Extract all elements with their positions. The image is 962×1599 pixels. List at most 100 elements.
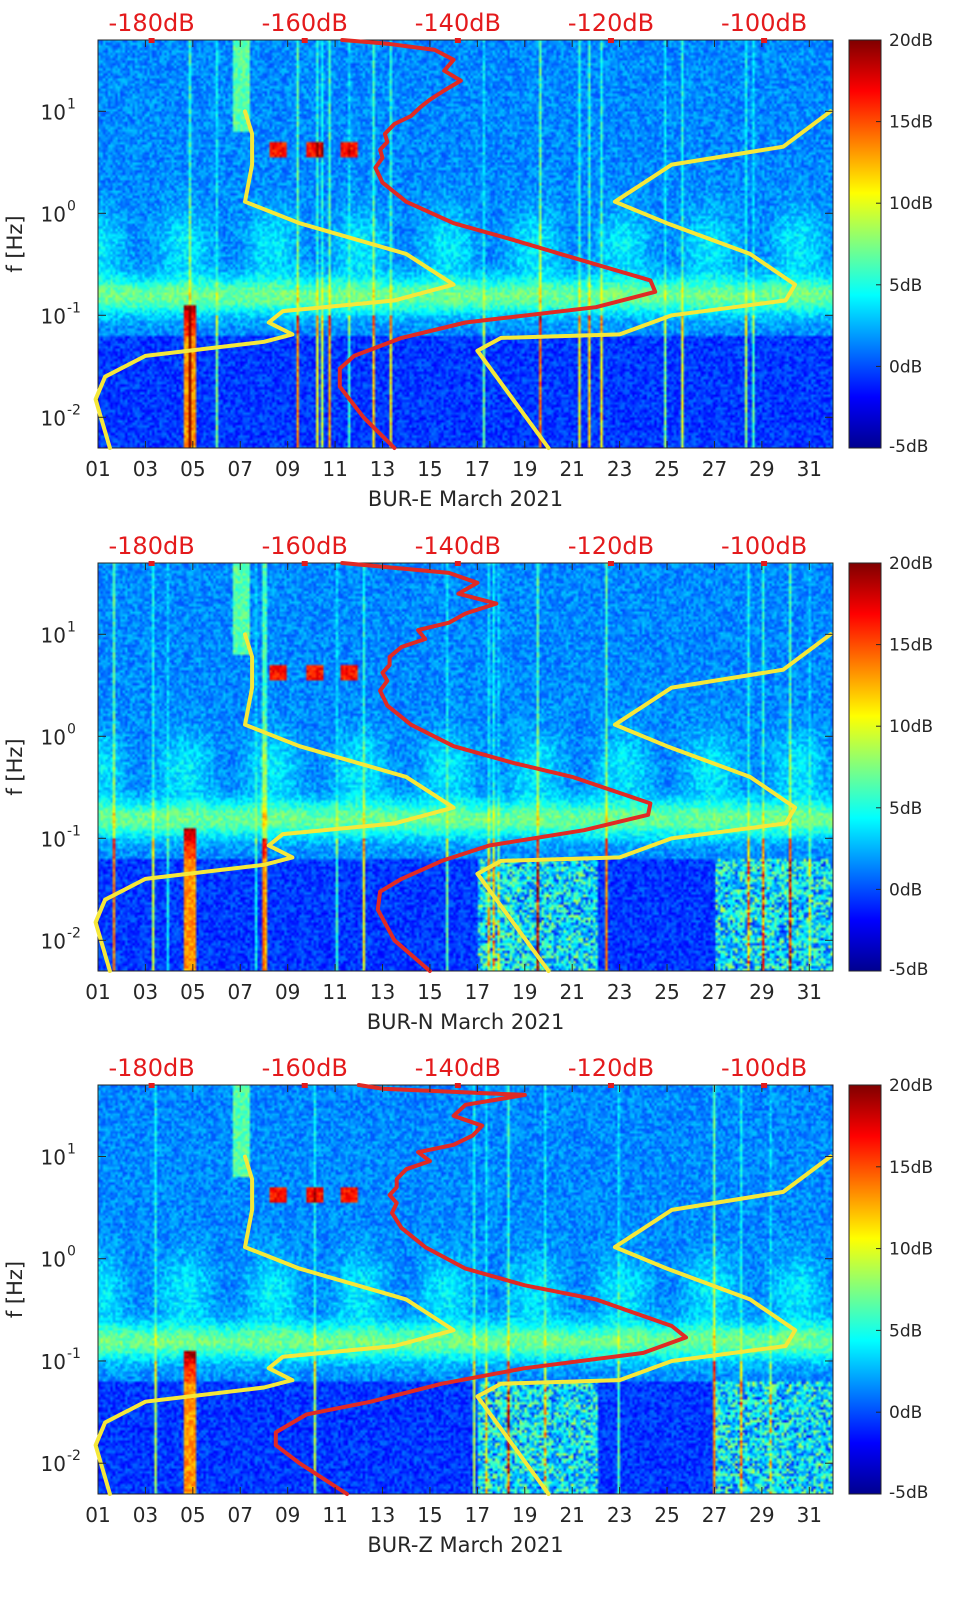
- x-tick-label: 09: [275, 980, 300, 1004]
- x-axis-title: BUR-Z March 2021: [367, 1533, 563, 1557]
- x-tick-label: 11: [322, 1503, 347, 1527]
- series-measured-psd: [340, 561, 653, 973]
- series-low-noise-model: [93, 1154, 456, 1496]
- y-tick-label-exponent: -1: [67, 1346, 81, 1362]
- series-measured-psd: [273, 1083, 688, 1496]
- series-low-noise-model: [93, 632, 456, 973]
- x-tick-label: 15: [417, 457, 442, 481]
- series-high-noise-model: [475, 632, 833, 973]
- x-tick-label: 27: [702, 457, 727, 481]
- x-tick-label: 09: [275, 457, 300, 481]
- x-tick-label: 03: [133, 457, 158, 481]
- y-axis-title: f [Hz]: [3, 1261, 27, 1318]
- top-axis-db-label: -140dB: [415, 9, 501, 37]
- colorbar-label: 10dB: [889, 194, 933, 214]
- top-axis-tick: [454, 561, 461, 566]
- x-tick-label: 07: [228, 980, 253, 1004]
- top-axis-db-label: -120dB: [568, 9, 654, 37]
- spectrogram-image: [98, 563, 833, 971]
- x-tick-label: 17: [465, 1503, 490, 1527]
- colorbar-label: 15dB: [889, 113, 933, 133]
- top-axis-tick: [761, 38, 768, 43]
- y-tick-label-exponent: -1: [67, 300, 81, 316]
- y-tick-label-base: 10: [41, 304, 66, 328]
- x-tick-label: 19: [512, 1503, 537, 1527]
- x-tick-label: 25: [654, 1503, 679, 1527]
- y-tick-label-base: 10: [41, 929, 66, 953]
- colorbar-label: 20dB: [889, 554, 933, 574]
- colorbar-scale: [848, 39, 882, 449]
- y-tick-label-base: 10: [41, 1452, 66, 1476]
- x-tick-label: 13: [370, 457, 395, 481]
- top-axis-tick: [607, 1083, 614, 1088]
- colorbar-label: 5dB: [889, 1321, 922, 1341]
- series-low-noise-model: [93, 109, 456, 450]
- y-tick-label-exponent: -2: [67, 1448, 81, 1464]
- spectrogram-image: [98, 40, 833, 448]
- colorbar-scale: [848, 562, 882, 972]
- top-axis-db-label: -180dB: [109, 532, 195, 560]
- y-tick-label-base: 10: [41, 202, 66, 226]
- colorbar-label: 15dB: [889, 636, 933, 656]
- colorbar: 20dB 15dB 10dB 5dB 0dB -5dB: [848, 1076, 933, 1503]
- x-tick-label: 17: [465, 980, 490, 1004]
- colorbar-label: 20dB: [889, 1076, 933, 1096]
- y-tick-label-base: 10: [41, 100, 66, 124]
- x-tick-label: 15: [417, 1503, 442, 1527]
- colorbar-label: 0dB: [889, 357, 922, 377]
- x-tick-label: 25: [654, 457, 679, 481]
- spectrogram-image: [98, 1085, 833, 1494]
- y-tick-label-base: 10: [41, 623, 66, 647]
- x-tick-label: 21: [559, 980, 584, 1004]
- x-tick-label: 23: [607, 1503, 632, 1527]
- x-tick-label: 07: [228, 457, 253, 481]
- colorbar-label: 20dB: [889, 31, 933, 51]
- top-axis-tick: [148, 1083, 155, 1088]
- x-axis-title: BUR-N March 2021: [367, 1010, 565, 1034]
- x-tick-label: 31: [797, 457, 822, 481]
- top-axis-db-label: -120dB: [568, 1054, 654, 1082]
- y-axis-title: f [Hz]: [3, 215, 27, 272]
- colorbar-label: 10dB: [889, 717, 933, 737]
- top-axis-db-label: -180dB: [109, 1054, 195, 1082]
- top-axis-tick: [148, 38, 155, 43]
- colorbar-scale: [848, 1084, 882, 1495]
- y-tick-label-exponent: -2: [67, 402, 81, 418]
- x-tick-label: 27: [702, 1503, 727, 1527]
- colorbar-label: 0dB: [889, 880, 922, 900]
- top-axis-db-label: -100dB: [721, 1054, 807, 1082]
- x-tick-label: 13: [370, 980, 395, 1004]
- y-tick-label-exponent: 0: [67, 1244, 76, 1260]
- x-tick-label: 01: [85, 1503, 110, 1527]
- x-tick-label: 29: [749, 1503, 774, 1527]
- top-axis-db-label: -100dB: [721, 532, 807, 560]
- colorbar-label: 10dB: [889, 1240, 933, 1260]
- series-high-noise-model: [475, 109, 833, 450]
- plot-frame: [97, 562, 834, 972]
- top-axis-tick: [607, 38, 614, 43]
- y-tick-label-exponent: 1: [67, 96, 76, 112]
- colorbar-label: 0dB: [889, 1403, 922, 1423]
- colorbar-label: -5dB: [889, 960, 928, 980]
- top-axis-tick: [761, 1083, 768, 1088]
- y-tick-label-exponent: 1: [67, 1141, 76, 1157]
- x-tick-label: 21: [559, 1503, 584, 1527]
- y-tick-label-base: 10: [41, 1350, 66, 1374]
- top-axis-tick: [148, 561, 155, 566]
- series-high-noise-model: [475, 1154, 833, 1496]
- top-axis-db-label: -140dB: [415, 532, 501, 560]
- colorbar: 20dB 15dB 10dB 5dB 0dB -5dB: [848, 554, 933, 980]
- colorbar-label: 5dB: [889, 799, 922, 819]
- top-axis-db-label: -160dB: [262, 532, 348, 560]
- x-tick-label: 23: [607, 457, 632, 481]
- top-axis-tick: [301, 561, 308, 566]
- x-tick-label: 03: [133, 980, 158, 1004]
- colorbar-label: 5dB: [889, 276, 922, 296]
- colorbar-label: -5dB: [889, 437, 928, 457]
- x-tick-label: 03: [133, 1503, 158, 1527]
- plot-frame: [97, 39, 834, 449]
- x-tick-label: 25: [654, 980, 679, 1004]
